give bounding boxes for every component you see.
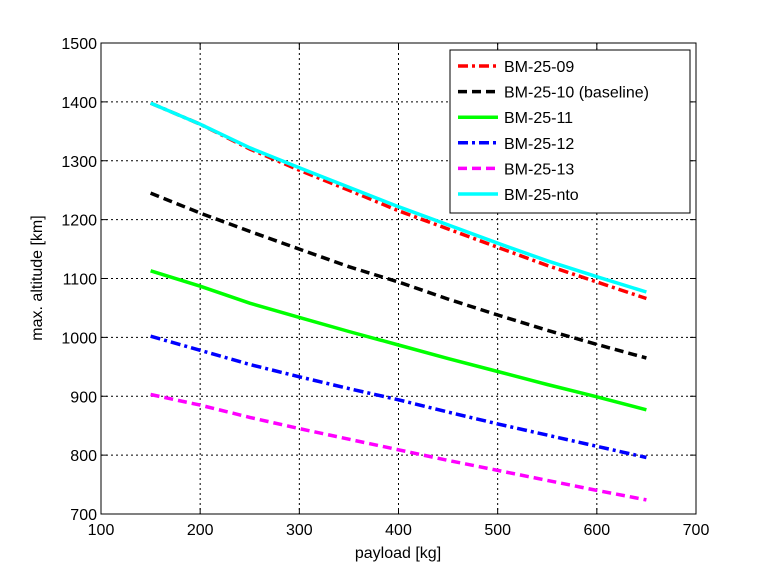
legend: BM-25-09 BM-25-10 (baseline) BM-25-11 BM-25… — [449, 49, 691, 214]
x-axis-label: payload [kg] — [355, 545, 441, 562]
y-axis-label: max. altitude [km] — [29, 215, 46, 340]
y-tick-label: 1200 — [61, 213, 97, 230]
legend-label: BM-25-13 — [504, 161, 574, 178]
axis-ticks: 100 200 300 400 500 600 700 700 800 900 1000 1100 12… — [61, 36, 709, 539]
y-tick-label: 1000 — [61, 330, 97, 347]
x-tick-label: 100 — [88, 522, 115, 539]
y-tick-label: 1400 — [61, 95, 97, 112]
x-tick-label: 200 — [187, 522, 214, 539]
x-tick-label: 500 — [484, 522, 511, 539]
legend-box — [449, 49, 691, 214]
series-line-5 — [150, 392, 647, 502]
x-tick-label: 400 — [385, 522, 412, 539]
series-line-6 — [149, 101, 647, 294]
legend-label: BM-25-nto — [504, 187, 579, 204]
legend-label: BM-25-11 — [504, 110, 573, 127]
y-tick-label: 1300 — [61, 154, 97, 171]
series-line-2 — [149, 191, 647, 360]
y-tick-label: 700 — [70, 507, 97, 524]
y-tick-label: 800 — [70, 448, 97, 465]
legend-label: BM-25-09 — [504, 59, 574, 76]
x-tick-label: 700 — [683, 522, 710, 539]
series-line-3 — [150, 269, 647, 412]
series-lines — [149, 101, 647, 502]
x-tick-label: 600 — [583, 522, 610, 539]
y-tick-label: 1100 — [63, 272, 98, 289]
legend-label: BM-25-12 — [504, 136, 574, 153]
y-tick-label: 900 — [70, 389, 97, 406]
y-tick-label: 1500 — [61, 36, 97, 53]
series-line-4 — [150, 334, 647, 460]
x-tick-label: 300 — [286, 522, 313, 539]
legend-label: BM-25-10 (baseline) — [504, 85, 649, 102]
